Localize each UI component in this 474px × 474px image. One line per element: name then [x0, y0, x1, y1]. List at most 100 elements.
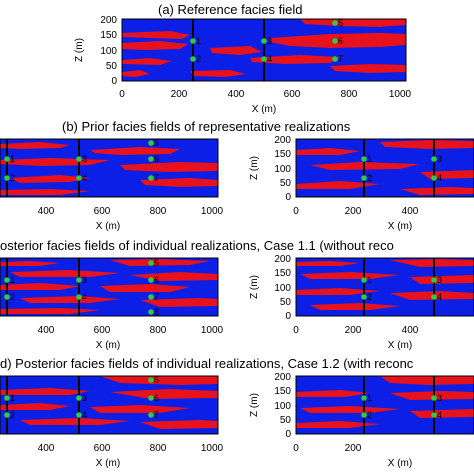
reference-x-axis-label: X (m) [252, 104, 276, 115]
well-label: 7 [154, 292, 159, 302]
prior-right-wells: 1 3 2 4 [361, 154, 442, 183]
well-label: 2 [196, 54, 201, 64]
well-label: 1 [196, 36, 201, 46]
prior-left-x-axis-label: X (m) [96, 221, 120, 232]
reference-z-ticks: 200 150 100 50 0 [100, 15, 117, 87]
prior-right-z-axis-label: Z (m) [249, 156, 260, 180]
x-tick-label: 600 [94, 325, 111, 336]
x-tick-label: 600 [94, 443, 111, 454]
prior-left-panel: 5 1 3 6 2 4 7 400 600 800 1000 X (m) [0, 138, 224, 232]
x-tick-label: 800 [341, 89, 358, 100]
x-tick-label: 600 [284, 89, 301, 100]
title-reference: (a) Reference facies field [158, 2, 303, 17]
prior-left-sand [0, 142, 218, 195]
x-tick-label: 1000 [201, 325, 224, 336]
z-tick-label: 50 [280, 297, 292, 308]
prior-right-z-ticks: 200 150 100 50 0 [274, 135, 291, 203]
posterior-12-left-panel: 5 1 3 6 2 4 7 400 600 800 1000 X (m) [0, 375, 224, 469]
x-tick-label: 0 [119, 89, 125, 100]
x-tick-label: 200 [345, 206, 362, 217]
posterior-12-right-z-ticks: 200 150 100 50 0 [274, 372, 291, 440]
reference-z-axis-label: Z (m) [74, 38, 85, 62]
title-prior: (b) Prior facies fields of representativ… [62, 119, 351, 134]
x-tick-label: 1000 [389, 89, 412, 100]
well-label: 2 [367, 292, 372, 302]
well-label: 4 [437, 292, 442, 302]
posterior-11-right-wells: 1 3 2 4 [361, 275, 442, 302]
posterior-11-right-panel: 1 3 2 4 200 150 100 50 0 Z (m) 0 200 400… [249, 254, 474, 351]
well-label: 2 [10, 292, 15, 302]
well-label: 4 [82, 410, 87, 420]
reference-panel: 5 1 3 6 2 4 7 200 150 100 50 0 Z (m) 0 2… [74, 15, 412, 115]
z-tick-label: 0 [285, 192, 291, 203]
z-tick-label: 0 [285, 311, 291, 322]
x-tick-label: 200 [345, 325, 362, 336]
z-tick-label: 50 [280, 178, 292, 189]
x-tick-label: 400 [228, 89, 245, 100]
x-tick-label: 1000 [201, 206, 224, 217]
prior-right-panel: 1 3 2 4 200 150 100 50 0 Z (m) 0 200 400… [249, 135, 474, 232]
well-label: 1 [10, 154, 15, 164]
well-label: 2 [10, 410, 15, 420]
z-tick-label: 100 [100, 46, 117, 57]
x-tick-label: 400 [38, 443, 55, 454]
well-label: 7 [338, 54, 343, 64]
posterior-12-right-wells: 1 3 2 4 [361, 393, 442, 420]
posterior-12-left-sand [0, 376, 218, 429]
z-tick-label: 150 [274, 268, 291, 279]
posterior-12-right-sand [296, 376, 474, 428]
x-tick-label: 0 [293, 325, 299, 336]
z-tick-label: 200 [100, 15, 117, 26]
prior-right-x-ticks: 0 200 400 [293, 206, 419, 217]
title-posterior-case-1-1: osterior facies fields of individual rea… [0, 238, 394, 253]
posterior-12-right-panel: 1 3 2 4 200 150 100 50 0 Z (m) 0 200 X (… [249, 372, 474, 469]
well-label: 1 [367, 275, 372, 285]
well-label: 3 [437, 154, 442, 164]
z-tick-label: 150 [100, 30, 117, 41]
posterior-12-right-z-axis-label: Z (m) [249, 393, 260, 417]
x-tick-label: 400 [38, 325, 55, 336]
well-label: 3 [82, 275, 87, 285]
posterior-11-right-x-ticks: 0 200 400 [293, 325, 419, 336]
well-label: 7 [154, 173, 159, 183]
well-label: 6 [338, 36, 343, 46]
reference-well-markers: 5 1 3 6 2 4 7 [190, 18, 343, 64]
well-label: 1 [367, 154, 372, 164]
prior-left-wells: 5 1 3 6 2 4 7 [4, 138, 159, 183]
prior-left-x-ticks: 400 600 800 1000 [38, 206, 224, 217]
z-tick-label: 200 [274, 372, 291, 383]
x-tick-label: 400 [38, 206, 55, 217]
posterior-12-left-x-axis-label: X (m) [96, 458, 120, 469]
z-tick-label: 100 [274, 164, 291, 175]
z-tick-label: 200 [274, 135, 291, 146]
posterior-11-left-panel: 5 1 3 6 2 4 7 8 400 600 800 1000 X (m) [0, 257, 224, 351]
reference-sand-bodies [122, 19, 406, 77]
posterior-11-left-x-ticks: 400 600 800 1000 [38, 325, 224, 336]
x-tick-label: 400 [402, 325, 419, 336]
well-label: 4 [437, 173, 442, 183]
z-tick-label: 200 [274, 254, 291, 265]
well-label: 2 [367, 173, 372, 183]
posterior-11-right-sand [296, 259, 474, 310]
x-tick-label: 800 [150, 325, 167, 336]
x-tick-label: 800 [150, 206, 167, 217]
well-label: 4 [82, 173, 87, 183]
z-tick-label: 100 [274, 401, 291, 412]
x-tick-label: 0 [293, 443, 299, 454]
posterior-11-right-z-axis-label: Z (m) [249, 275, 260, 299]
well-label: 5 [154, 375, 159, 385]
z-tick-label: 150 [274, 149, 291, 160]
posterior-12-left-wells: 5 1 3 6 2 4 7 [4, 375, 159, 420]
well-label: 3 [82, 154, 87, 164]
well-label: 4 [437, 410, 442, 420]
well-label: 4 [82, 292, 87, 302]
well-label: 1 [367, 393, 372, 403]
z-tick-label: 100 [274, 283, 291, 294]
well-label: 3 [437, 275, 442, 285]
posterior-11-left-wells: 5 1 3 6 2 4 7 8 [4, 258, 159, 317]
prior-right-x-axis-label: X (m) [388, 221, 412, 232]
posterior-11-right-x-axis-label: X (m) [388, 340, 412, 351]
well-label: 3 [267, 36, 272, 46]
z-tick-label: 50 [280, 415, 292, 426]
